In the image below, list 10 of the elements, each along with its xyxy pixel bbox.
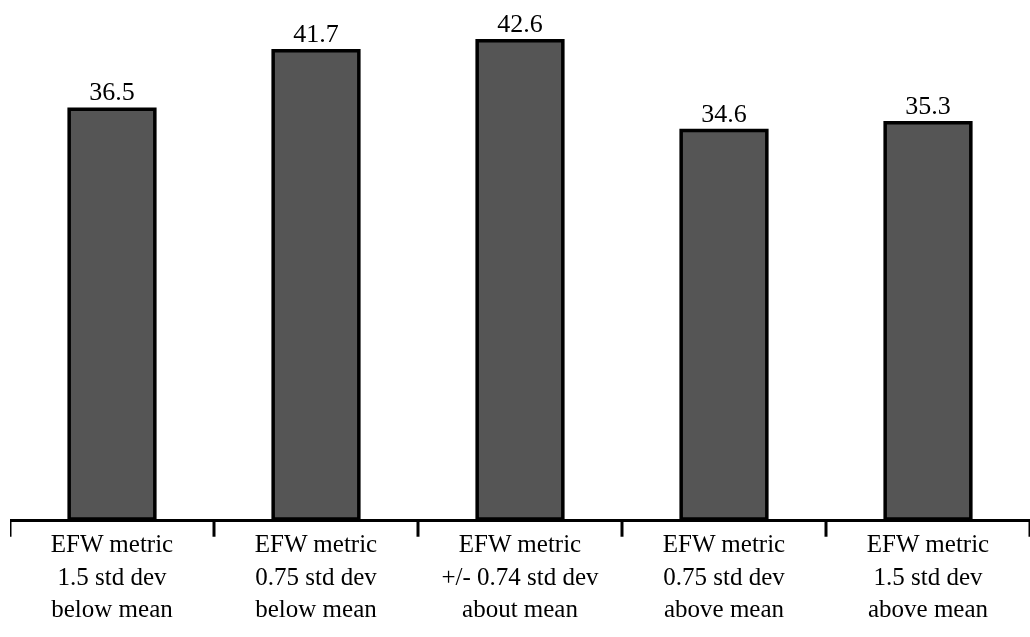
data-label: 42.6 [497, 8, 543, 38]
data-label: 36.5 [89, 77, 135, 107]
x-tick-label: EFW metric 0.75 std dev below mean [254, 530, 378, 622]
x-tick-label: EFW metric +/- 0.74 std dev about mean [441, 530, 600, 622]
x-tick-label: EFW metric 1.5 std dev above mean [866, 530, 990, 622]
x-tick-label: EFW metric 0.75 std dev above mean [662, 530, 786, 622]
data-label: 34.6 [701, 98, 747, 128]
x-tick-label: EFW metric 1.5 std dev below mean [50, 530, 174, 622]
data-label: 35.3 [905, 90, 951, 120]
data-label: 41.7 [293, 18, 339, 48]
